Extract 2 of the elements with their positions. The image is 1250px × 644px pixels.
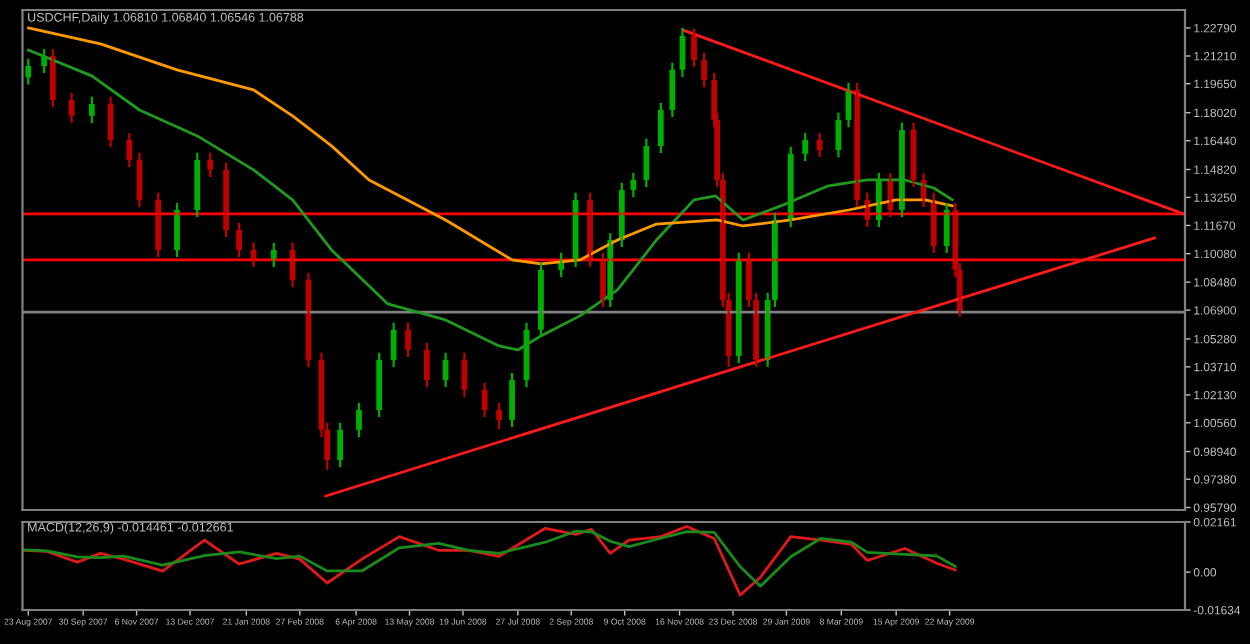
line-series <box>26 48 954 352</box>
line-series <box>26 26 954 266</box>
